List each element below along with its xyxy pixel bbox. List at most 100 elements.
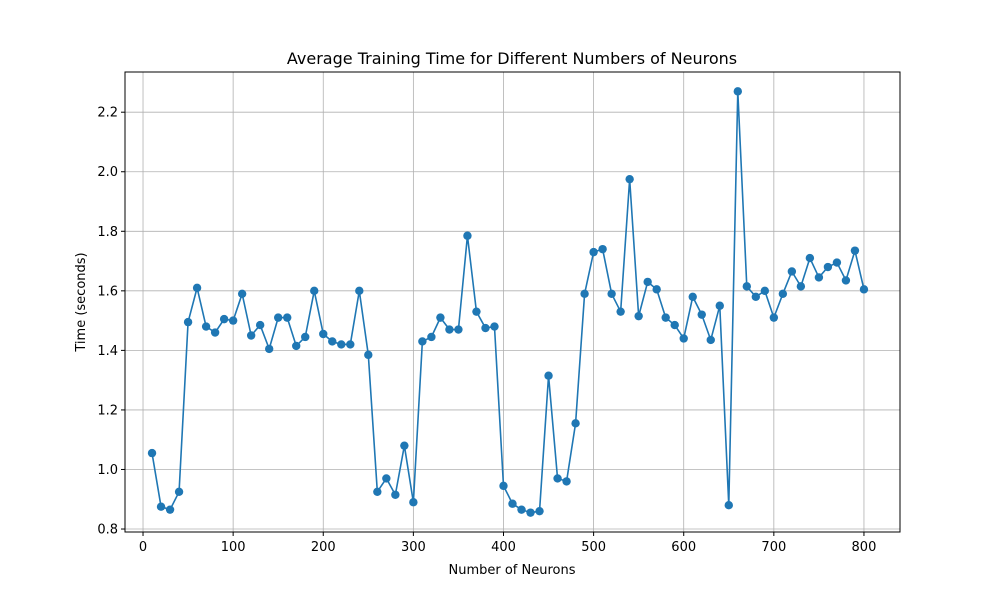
data-point bbox=[319, 329, 328, 339]
data-point bbox=[697, 310, 706, 319]
data-point bbox=[706, 335, 715, 345]
data-point bbox=[237, 289, 247, 299]
y-tick-label: 0.8 bbox=[97, 523, 118, 538]
x-tick-label: 700 bbox=[761, 540, 786, 555]
data-point bbox=[165, 505, 175, 514]
data-point bbox=[814, 273, 824, 282]
y-tick-label: 1.0 bbox=[97, 463, 118, 478]
data-point bbox=[616, 307, 625, 316]
data-point bbox=[481, 323, 490, 333]
data-point bbox=[355, 286, 364, 296]
series-line bbox=[151, 90, 865, 514]
data-point bbox=[255, 320, 265, 330]
data-point bbox=[490, 322, 499, 331]
plot-frame bbox=[124, 71, 901, 533]
y-axis-title: Time (seconds) bbox=[74, 252, 89, 352]
y-tick-label: 1.4 bbox=[97, 344, 118, 359]
data-point bbox=[499, 481, 508, 491]
data-point bbox=[796, 282, 806, 291]
data-point bbox=[634, 311, 643, 321]
data-point bbox=[472, 307, 481, 316]
data-point bbox=[174, 487, 184, 497]
data-point bbox=[760, 286, 770, 296]
data-point bbox=[228, 316, 238, 325]
data-point bbox=[823, 262, 833, 272]
x-tick-label: 300 bbox=[401, 540, 426, 555]
data-point bbox=[751, 292, 761, 301]
data-point bbox=[859, 285, 869, 294]
data-point bbox=[841, 276, 851, 285]
data-point bbox=[688, 292, 697, 301]
x-tick-label: 100 bbox=[221, 540, 246, 555]
data-point bbox=[670, 320, 679, 330]
y-tick-label: 2.2 bbox=[97, 106, 118, 121]
x-axis-title: Number of Neurons bbox=[448, 563, 575, 578]
y-tick-label: 1.6 bbox=[97, 284, 118, 299]
data-point bbox=[625, 174, 634, 184]
data-point bbox=[373, 487, 382, 497]
data-point bbox=[679, 334, 688, 343]
data-point bbox=[292, 341, 301, 351]
data-point bbox=[643, 277, 652, 287]
data-point bbox=[283, 313, 292, 322]
series-layer bbox=[147, 87, 869, 517]
data-point bbox=[364, 350, 373, 360]
x-tick-label: 200 bbox=[311, 540, 336, 555]
data-point bbox=[310, 286, 319, 296]
data-point bbox=[445, 325, 454, 334]
data-point bbox=[246, 331, 256, 340]
x-tick-label: 400 bbox=[491, 540, 516, 555]
data-point bbox=[147, 448, 157, 458]
data-point bbox=[562, 477, 571, 486]
data-point bbox=[391, 490, 400, 499]
data-point bbox=[580, 289, 589, 299]
data-point bbox=[832, 258, 842, 267]
x-tick-label: 0 bbox=[139, 540, 147, 555]
data-point bbox=[589, 247, 598, 257]
data-point bbox=[661, 313, 670, 322]
data-point bbox=[805, 253, 815, 263]
x-tick-label: 600 bbox=[671, 540, 696, 555]
data-point bbox=[427, 332, 436, 342]
y-axis: 0.8 1.0 1.2 1.4 1.6 1.8 2.0 2.2 bbox=[97, 106, 125, 538]
data-point bbox=[850, 246, 860, 255]
data-point bbox=[274, 313, 283, 322]
x-tick-label: 800 bbox=[852, 540, 877, 555]
data-point bbox=[201, 322, 211, 331]
data-point bbox=[337, 340, 346, 349]
data-point bbox=[724, 501, 733, 510]
data-point bbox=[607, 289, 616, 299]
grid-lines bbox=[125, 72, 900, 532]
data-point bbox=[346, 340, 355, 349]
chart-title: Average Training Time for Different Numb… bbox=[287, 49, 737, 68]
y-tick-label: 2.0 bbox=[97, 165, 118, 180]
y-tick-label: 1.2 bbox=[97, 403, 118, 418]
data-point bbox=[328, 337, 337, 346]
data-point bbox=[733, 87, 742, 96]
data-point bbox=[769, 313, 779, 322]
data-point bbox=[264, 344, 274, 354]
data-point bbox=[517, 505, 526, 514]
data-point bbox=[598, 244, 607, 254]
data-point bbox=[418, 337, 427, 346]
data-point bbox=[454, 325, 463, 334]
data-point bbox=[463, 231, 472, 240]
data-point bbox=[183, 317, 193, 327]
data-point bbox=[652, 285, 661, 294]
data-point bbox=[778, 289, 788, 299]
data-point bbox=[715, 301, 724, 310]
data-point bbox=[409, 498, 418, 507]
data-point bbox=[787, 267, 797, 276]
data-point bbox=[742, 282, 751, 291]
data-point bbox=[526, 508, 535, 517]
x-axis: 0 100 200 300 400 500 600 700 800 bbox=[139, 532, 876, 555]
data-point bbox=[219, 314, 229, 324]
data-point bbox=[436, 313, 445, 322]
data-point bbox=[382, 474, 391, 483]
data-point bbox=[301, 332, 310, 342]
data-point bbox=[535, 506, 544, 516]
data-point bbox=[553, 474, 562, 483]
data-point bbox=[192, 283, 202, 293]
data-point bbox=[156, 502, 166, 511]
